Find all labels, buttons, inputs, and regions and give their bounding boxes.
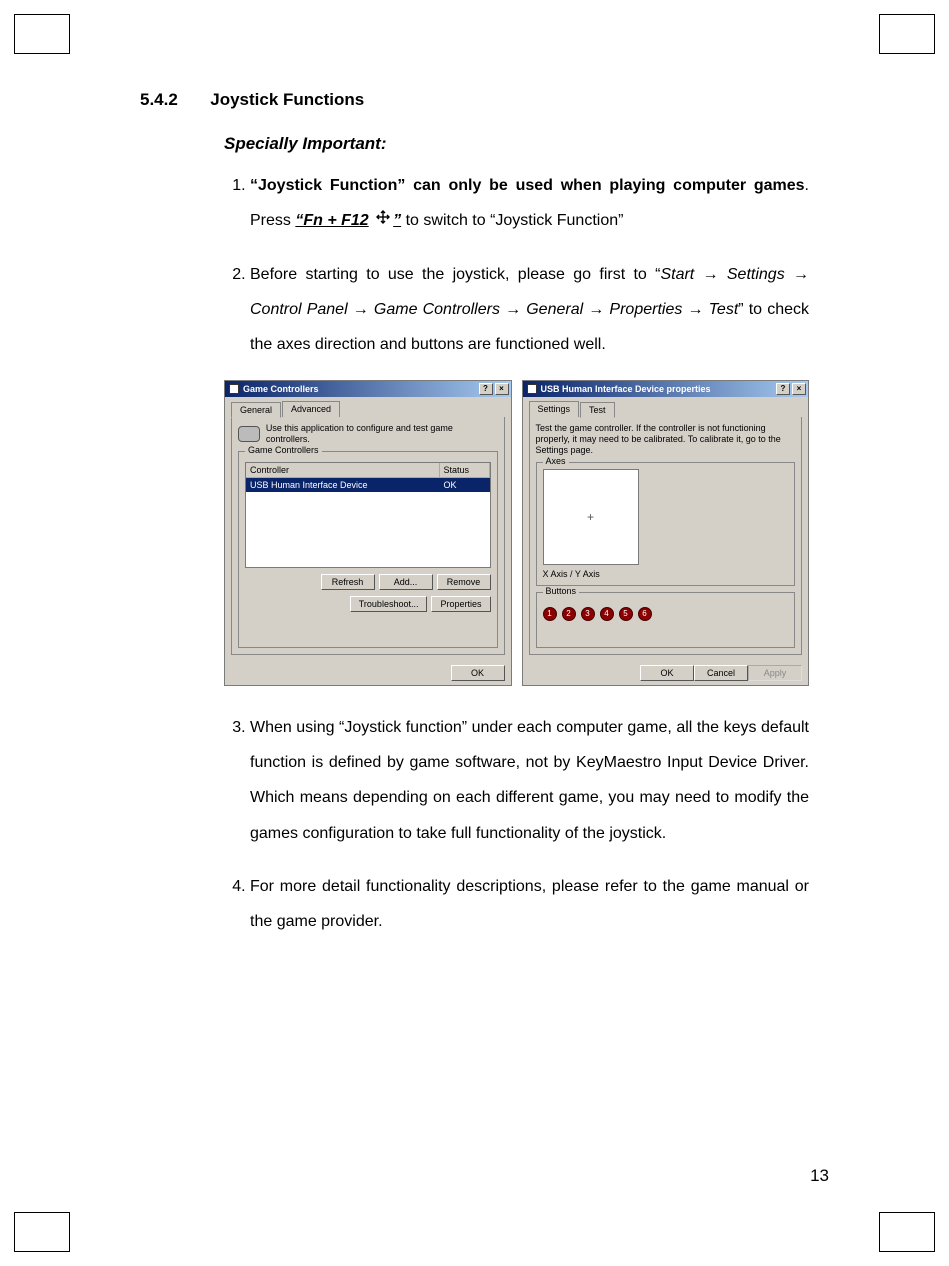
game-controllers-dialog: Game Controllers ? × General Advanced Us… xyxy=(224,380,512,686)
col-status[interactable]: Status xyxy=(440,463,490,477)
tab-general[interactable]: General xyxy=(231,402,281,418)
section-heading: 5.4.2 Joystick Functions xyxy=(140,90,809,110)
controllers-list[interactable]: Controller Status USB Human Interface De… xyxy=(245,462,491,568)
instruction-list: “Joystick Function” can only be used whe… xyxy=(224,168,809,362)
tab-advanced[interactable]: Advanced xyxy=(282,401,340,417)
ok-button[interactable]: OK xyxy=(451,665,505,681)
axes-label: X Axis / Y Axis xyxy=(543,569,789,579)
col-controller[interactable]: Controller xyxy=(246,463,440,477)
tab-test[interactable]: Test xyxy=(580,402,615,418)
refresh-button[interactable]: Refresh xyxy=(321,574,375,590)
corner-box xyxy=(879,14,935,54)
tab-strip: General Advanced xyxy=(225,397,511,417)
button-row: Refresh Add... Remove xyxy=(245,574,491,590)
group-label: Buttons xyxy=(543,586,580,596)
tab-settings[interactable]: Settings xyxy=(529,401,580,417)
dialog-body: Test the game controller. If the control… xyxy=(529,417,803,655)
joystick-glyph-icon xyxy=(375,203,391,238)
joystick-button-4: 4 xyxy=(600,607,614,621)
device-properties-dialog: USB Human Interface Device properties ? … xyxy=(522,380,810,686)
add-button[interactable]: Add... xyxy=(379,574,433,590)
item2-pre: Before starting to use the joystick, ple… xyxy=(250,266,660,283)
dialog-footer: OK Cancel Apply xyxy=(523,661,809,685)
controllers-group: Game Controllers Controller Status USB H… xyxy=(238,451,498,648)
list-item: Before starting to use the joystick, ple… xyxy=(250,257,809,363)
joystick-button-2: 2 xyxy=(562,607,576,621)
group-label: Game Controllers xyxy=(245,445,322,455)
screenshots-row: Game Controllers ? × General Advanced Us… xyxy=(224,380,809,686)
joystick-button-6: 6 xyxy=(638,607,652,621)
corner-box xyxy=(14,14,70,54)
list-item: When using “Joystick function” under eac… xyxy=(250,710,809,851)
joystick-button-3: 3 xyxy=(581,607,595,621)
item1-bold: “Joystick Function” can only be used whe… xyxy=(250,177,805,194)
list-item: “Joystick Function” can only be used whe… xyxy=(250,168,809,239)
crosshair-icon: + xyxy=(587,510,594,524)
properties-button[interactable]: Properties xyxy=(431,596,490,612)
titlebar: Game Controllers ? × xyxy=(225,381,511,397)
close-button[interactable]: × xyxy=(792,383,806,395)
buttons-group: Buttons 1 2 3 4 5 6 xyxy=(536,592,796,649)
list-header: Controller Status xyxy=(246,463,490,478)
ok-button[interactable]: OK xyxy=(640,665,694,681)
dialog-body: Use this application to configure and te… xyxy=(231,417,505,655)
button-row: Troubleshoot... Properties xyxy=(245,596,491,612)
group-label: Axes xyxy=(543,456,569,466)
dialog-footer: OK xyxy=(225,661,511,685)
item1-end: to switch to “Joystick Function” xyxy=(401,212,623,229)
dialog-desc: Use this application to configure and te… xyxy=(266,423,498,445)
item1-key-suffix: ” xyxy=(393,212,401,229)
joystick-button-5: 5 xyxy=(619,607,633,621)
item1-key: “Fn + F12 xyxy=(295,212,368,229)
help-button[interactable]: ? xyxy=(479,383,493,395)
section-title: Joystick Functions xyxy=(210,90,364,110)
cancel-button[interactable]: Cancel xyxy=(694,665,748,681)
close-button[interactable]: × xyxy=(495,383,509,395)
section-number: 5.4.2 xyxy=(140,90,178,110)
app-icon xyxy=(229,384,239,394)
gamepad-icon xyxy=(238,426,260,442)
page-number: 13 xyxy=(810,1166,829,1186)
list-item: For more detail functionality descriptio… xyxy=(250,869,809,939)
joystick-button-1: 1 xyxy=(543,607,557,621)
dialog-desc: Test the game controller. If the control… xyxy=(536,423,796,455)
subtitle: Specially Important: xyxy=(224,134,809,154)
joystick-buttons: 1 2 3 4 5 6 xyxy=(543,607,789,621)
dialog-title: Game Controllers xyxy=(243,384,319,394)
row-status: OK xyxy=(440,478,490,492)
axes-group: Axes + X Axis / Y Axis xyxy=(536,462,796,586)
row-name: USB Human Interface Device xyxy=(246,478,440,492)
troubleshoot-button[interactable]: Troubleshoot... xyxy=(350,596,428,612)
help-button[interactable]: ? xyxy=(776,383,790,395)
dialog-title: USB Human Interface Device properties xyxy=(541,384,711,394)
corner-box xyxy=(14,1212,70,1252)
apply-button[interactable]: Apply xyxy=(748,665,802,681)
instruction-list-cont: When using “Joystick function” under eac… xyxy=(224,710,809,939)
axes-display: + xyxy=(543,469,639,565)
app-icon xyxy=(527,384,537,394)
corner-box xyxy=(879,1212,935,1252)
titlebar: USB Human Interface Device properties ? … xyxy=(523,381,809,397)
tab-strip: Settings Test xyxy=(523,397,809,417)
remove-button[interactable]: Remove xyxy=(437,574,491,590)
list-row[interactable]: USB Human Interface Device OK xyxy=(246,478,490,492)
